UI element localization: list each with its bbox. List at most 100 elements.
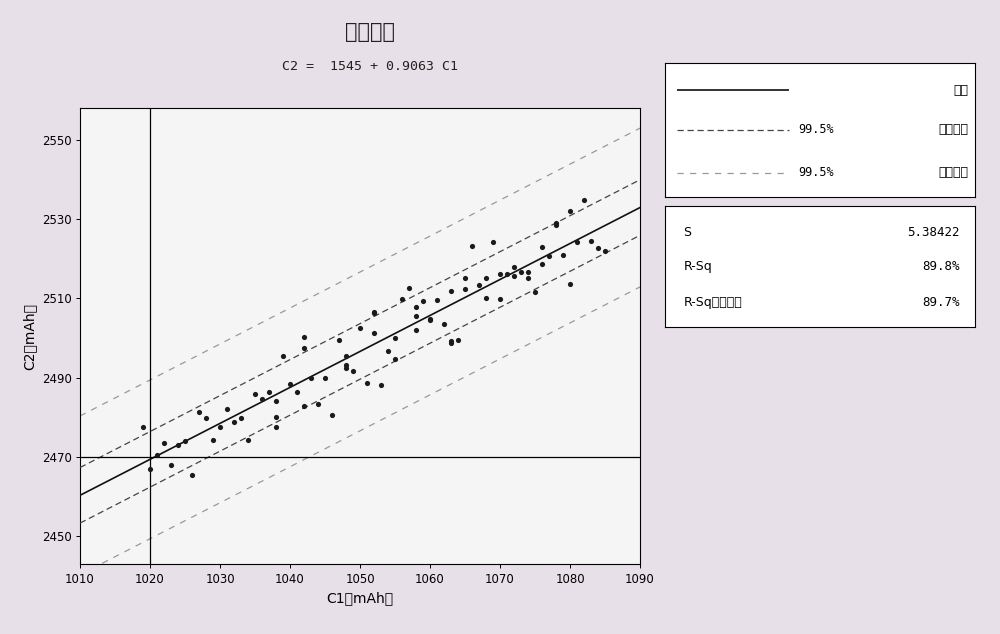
Point — [296, 401, 312, 411]
Point — [520, 267, 536, 277]
Point — [401, 283, 417, 294]
Point — [205, 436, 221, 446]
Point — [443, 285, 459, 295]
Point — [499, 269, 515, 279]
Point — [366, 328, 382, 338]
Text: 置信区间: 置信区间 — [939, 124, 969, 136]
Point — [548, 218, 564, 228]
X-axis label: C1（mAh）: C1（mAh） — [326, 591, 394, 605]
Point — [282, 379, 298, 389]
Point — [583, 236, 599, 246]
Point — [331, 335, 347, 345]
Point — [219, 404, 235, 414]
Text: 89.8%: 89.8% — [922, 260, 960, 273]
Point — [569, 237, 585, 247]
Point — [303, 373, 319, 383]
Point — [387, 354, 403, 365]
Point — [478, 273, 494, 283]
Point — [408, 302, 424, 312]
Point — [548, 220, 564, 230]
Point — [394, 294, 410, 304]
Point — [506, 262, 522, 272]
Text: 预测区间: 预测区间 — [939, 166, 969, 179]
Point — [177, 436, 193, 446]
Point — [450, 335, 466, 345]
Point — [485, 237, 501, 247]
Point — [338, 359, 354, 370]
Point — [366, 307, 382, 317]
Text: 回归: 回归 — [954, 84, 969, 96]
Point — [534, 259, 550, 269]
Point — [275, 351, 291, 361]
Point — [338, 363, 354, 373]
Point — [191, 407, 207, 417]
Point — [492, 294, 508, 304]
Text: 拟合线图: 拟合线图 — [345, 22, 395, 42]
Point — [289, 387, 305, 397]
Point — [464, 241, 480, 251]
Point — [240, 435, 256, 445]
Point — [212, 422, 228, 432]
Point — [590, 243, 606, 253]
Point — [345, 366, 361, 376]
Point — [366, 308, 382, 318]
Point — [527, 287, 543, 297]
Point — [513, 266, 529, 276]
Point — [429, 295, 445, 305]
Text: 99.5%: 99.5% — [798, 124, 834, 136]
Point — [520, 273, 536, 283]
Text: 89.7%: 89.7% — [922, 296, 960, 309]
Point — [247, 389, 263, 399]
Point — [415, 296, 431, 306]
Point — [492, 269, 508, 280]
Point — [198, 413, 214, 423]
Point — [149, 450, 165, 460]
Point — [254, 394, 270, 404]
Point — [163, 460, 179, 470]
Point — [422, 314, 438, 325]
Point — [597, 246, 613, 256]
Text: R-Sq: R-Sq — [684, 260, 712, 273]
Point — [562, 280, 578, 290]
Point — [296, 332, 312, 342]
Point — [268, 412, 284, 422]
Point — [184, 470, 200, 481]
Point — [352, 323, 368, 333]
Text: S: S — [684, 226, 692, 239]
Point — [562, 205, 578, 216]
Point — [443, 338, 459, 348]
Text: R-Sq（调整）: R-Sq（调整） — [684, 296, 742, 309]
Point — [317, 373, 333, 383]
Point — [310, 399, 326, 409]
Point — [541, 251, 557, 261]
Point — [555, 250, 571, 260]
Point — [436, 320, 452, 330]
Point — [268, 396, 284, 406]
Text: C2 =  1545 + 0.9063 C1: C2 = 1545 + 0.9063 C1 — [282, 60, 458, 74]
Point — [387, 333, 403, 343]
Point — [156, 438, 172, 448]
Point — [457, 284, 473, 294]
Point — [534, 242, 550, 252]
Point — [380, 346, 396, 356]
Point — [233, 413, 249, 423]
Point — [170, 440, 186, 450]
Point — [135, 422, 151, 432]
Point — [373, 380, 389, 390]
Point — [408, 325, 424, 335]
Point — [506, 271, 522, 281]
Point — [443, 336, 459, 346]
Point — [268, 422, 284, 432]
Point — [226, 417, 242, 427]
Point — [408, 311, 424, 321]
Point — [338, 351, 354, 361]
Point — [422, 314, 438, 325]
Text: 5.38422: 5.38422 — [907, 226, 960, 239]
Point — [324, 410, 340, 420]
Y-axis label: C2（mAh）: C2（mAh） — [22, 302, 36, 370]
Point — [142, 464, 158, 474]
Point — [359, 378, 375, 388]
Text: 99.5%: 99.5% — [798, 166, 834, 179]
Point — [457, 273, 473, 283]
Point — [576, 195, 592, 205]
